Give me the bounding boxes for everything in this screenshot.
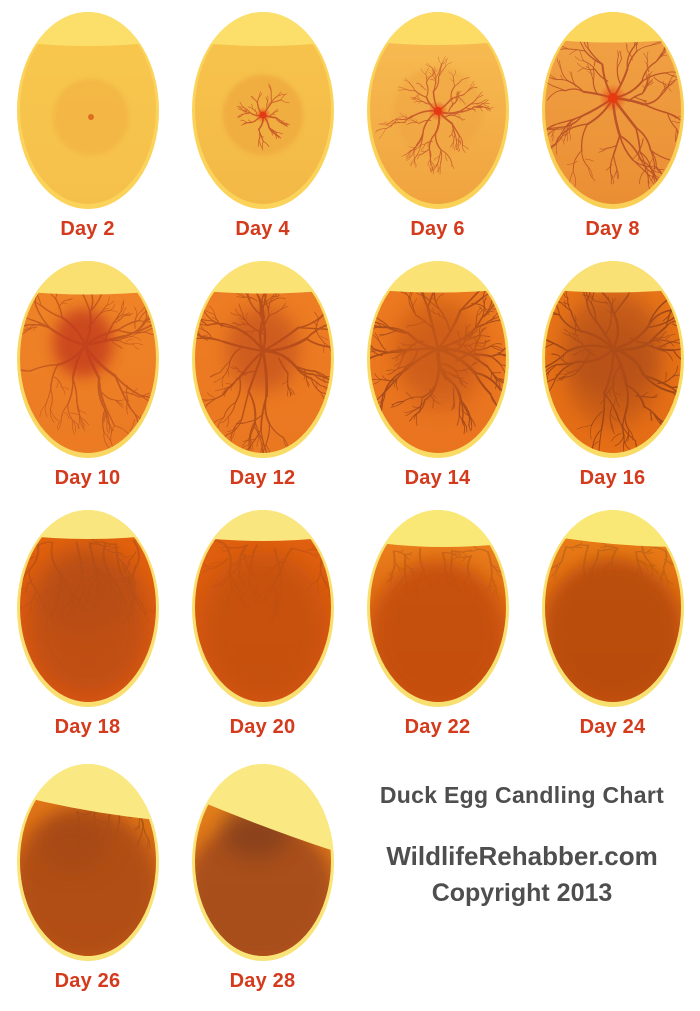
day-label-day-16: Day 16 — [579, 467, 646, 489]
egg-cell-day-4: Day 4 — [175, 8, 350, 241]
day-label-day-10: Day 10 — [54, 467, 121, 489]
day-label-day-20: Day 20 — [229, 716, 296, 738]
egg-cell-day-8: Day 8 — [525, 8, 700, 241]
egg-cell-day-24: Day 24 — [525, 506, 700, 739]
egg-illustration-day-12 — [191, 261, 334, 458]
day-label-day-2: Day 2 — [60, 218, 115, 240]
egg-illustration-day-4 — [191, 12, 334, 209]
day-label-day-18: Day 18 — [54, 716, 121, 738]
egg-cell-day-10: Day 10 — [0, 257, 175, 490]
title-block: Duck Egg Candling Chart WildlifeRehabber… — [352, 782, 692, 908]
egg-illustration-day-24 — [541, 510, 684, 707]
egg-cell-day-28: Day 28 — [175, 760, 350, 993]
day-label-day-12: Day 12 — [229, 467, 296, 489]
egg-illustration-day-6 — [366, 12, 509, 209]
egg-illustration-day-10 — [16, 261, 159, 458]
egg-cell-day-6: Day 6 — [350, 8, 525, 241]
egg-illustration-day-14 — [366, 261, 509, 458]
egg-illustration-day-26 — [16, 764, 159, 961]
egg-cell-day-18: Day 18 — [0, 506, 175, 739]
egg-cell-day-26: Day 26 — [0, 760, 175, 993]
egg-illustration-day-22 — [366, 510, 509, 707]
egg-cell-day-20: Day 20 — [175, 506, 350, 739]
egg-cell-day-12: Day 12 — [175, 257, 350, 490]
day-label-day-4: Day 4 — [235, 218, 290, 240]
egg-illustration-day-8 — [541, 12, 684, 209]
day-label-day-6: Day 6 — [410, 218, 465, 240]
day-label-day-26: Day 26 — [54, 970, 121, 992]
day-label-day-28: Day 28 — [229, 970, 296, 992]
day-label-day-14: Day 14 — [404, 467, 471, 489]
egg-cell-day-22: Day 22 — [350, 506, 525, 739]
egg-illustration-day-2 — [16, 12, 159, 209]
chart-title: Duck Egg Candling Chart — [379, 782, 665, 808]
copyright-notice: Copyright 2013 — [431, 879, 613, 907]
site-name: WildlifeRehabber.com — [386, 841, 658, 871]
egg-illustration-day-28 — [191, 764, 334, 961]
day-label-day-24: Day 24 — [579, 716, 646, 738]
day-label-day-8: Day 8 — [585, 218, 640, 240]
egg-illustration-day-18 — [16, 510, 159, 707]
egg-cell-day-16: Day 16 — [525, 257, 700, 490]
egg-cell-day-14: Day 14 — [350, 257, 525, 490]
day-label-day-22: Day 22 — [404, 716, 471, 738]
egg-illustration-day-16 — [541, 261, 684, 458]
egg-cell-day-2: Day 2 — [0, 8, 175, 241]
egg-illustration-day-20 — [191, 510, 334, 707]
